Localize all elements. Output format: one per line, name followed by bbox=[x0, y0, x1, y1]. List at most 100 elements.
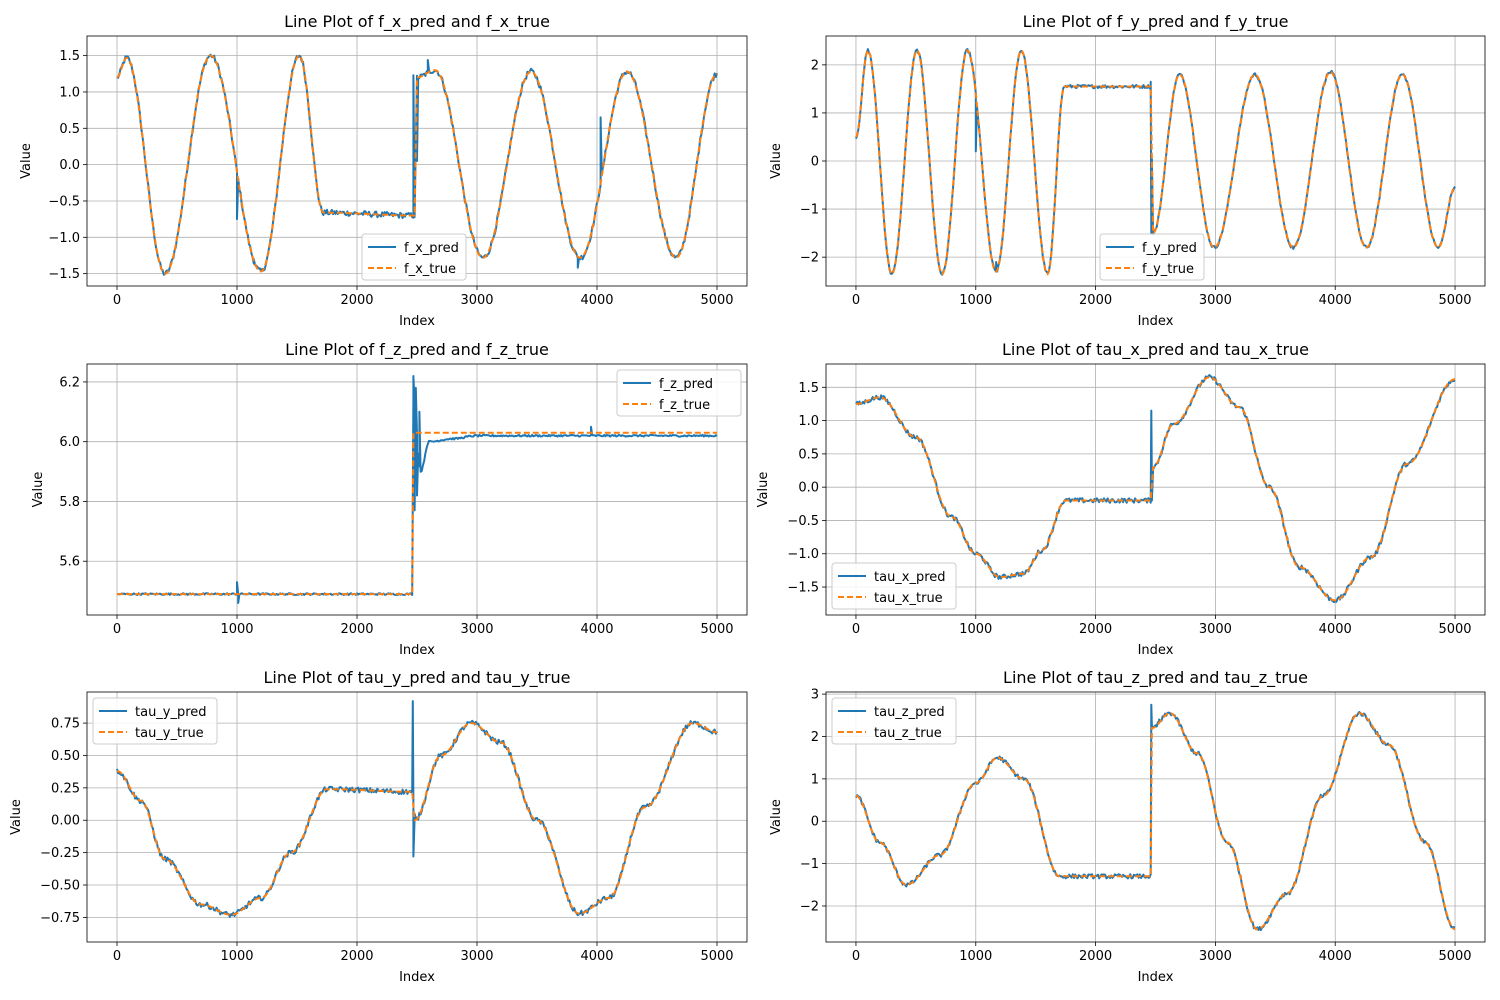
y-axis-label: Value bbox=[769, 143, 784, 179]
y-tick-label: 1.0 bbox=[59, 85, 80, 100]
x-axis-label: Index bbox=[399, 970, 435, 985]
y-axis-label: Value bbox=[9, 799, 24, 835]
y-axis-label: Value bbox=[19, 143, 34, 179]
x-axis-label: Index bbox=[1138, 970, 1174, 985]
x-tick-label: 0 bbox=[113, 293, 121, 308]
plot-area bbox=[855, 703, 1456, 932]
axes-frame bbox=[825, 691, 1486, 943]
y-tick-label: −0.75 bbox=[40, 911, 80, 926]
chart-panel-6: 0 1000 2000 3000 4000 5000 −2 −1 0 1 2 3 Line Plot o… bbox=[769, 668, 1486, 985]
y-tick-label: 6.2 bbox=[59, 375, 80, 390]
y-tick-label: 0.5 bbox=[59, 122, 80, 137]
y-axis-label: Value bbox=[769, 799, 784, 835]
y-tick-label: −1.0 bbox=[48, 231, 80, 246]
chart-title: Line Plot of tau_z_pred and tau_z_true bbox=[1003, 668, 1308, 688]
y-tick-label: 6.0 bbox=[59, 435, 80, 450]
y-tick-label: −2 bbox=[800, 251, 819, 266]
axes-frame bbox=[86, 363, 748, 616]
x-tick-label: 2000 bbox=[340, 293, 373, 308]
x-tick-label: 2000 bbox=[1079, 622, 1112, 637]
x-axis-label: Index bbox=[1138, 643, 1174, 658]
series-line-tau_z_true bbox=[855, 712, 1456, 931]
y-tick-label: 5.6 bbox=[59, 555, 80, 570]
y-tick-label: 2 bbox=[811, 730, 819, 745]
x-tick-label: 4000 bbox=[580, 293, 613, 308]
y-axis-label: Value bbox=[756, 472, 771, 508]
plot-area bbox=[855, 374, 1456, 604]
x-tick-label: 5000 bbox=[1438, 949, 1471, 964]
legend: tau_z_pred tau_z_true bbox=[831, 697, 957, 745]
x-tick-label: 0 bbox=[852, 293, 860, 308]
y-tick-label: −0.50 bbox=[40, 879, 80, 894]
x-tick-label: 1000 bbox=[220, 622, 253, 637]
legend-label-tau_z_true: tau_z_true bbox=[874, 726, 942, 741]
x-axis-label: Index bbox=[1138, 314, 1174, 329]
chart-panel-3: 0 1000 2000 3000 4000 5000 5.6 5.8 6.0 6.2 Line Pl… bbox=[31, 340, 748, 658]
axes-frame bbox=[825, 363, 1486, 616]
axes-frame bbox=[86, 35, 748, 287]
y-tick-label: 0.50 bbox=[51, 749, 80, 764]
y-tick-label: 2 bbox=[811, 58, 819, 73]
legend: tau_x_pred tau_x_true bbox=[831, 562, 957, 610]
x-tick-label: 1000 bbox=[220, 949, 253, 964]
x-tick-label: 4000 bbox=[1319, 949, 1352, 964]
y-tick-label: −0.5 bbox=[787, 514, 819, 529]
x-tick-label: 5000 bbox=[700, 622, 733, 637]
y-tick-label: −0.5 bbox=[48, 194, 80, 209]
legend-label-f_x_pred: f_x_pred bbox=[404, 241, 459, 256]
series-line-f_z_true bbox=[117, 431, 717, 596]
x-tick-label: 2000 bbox=[1079, 949, 1112, 964]
x-tick-label: 4000 bbox=[580, 622, 613, 637]
y-tick-label: 3 bbox=[811, 688, 819, 703]
x-tick-label: 4000 bbox=[1319, 293, 1352, 308]
axes-frame bbox=[86, 691, 748, 943]
legend: tau_y_pred tau_y_true bbox=[92, 697, 218, 745]
x-tick-label: 5000 bbox=[700, 293, 733, 308]
grid bbox=[87, 364, 747, 615]
legend-label-f_y_true: f_y_true bbox=[1142, 262, 1194, 277]
legend-label-tau_y_true: tau_y_true bbox=[135, 726, 204, 741]
y-tick-label: −1 bbox=[800, 857, 819, 872]
legend-label-f_z_pred: f_z_pred bbox=[659, 377, 713, 392]
y-tick-label: 0.25 bbox=[51, 781, 80, 796]
y-tick-label: 0.0 bbox=[798, 481, 819, 496]
y-tick-label: −1.5 bbox=[48, 267, 80, 282]
x-tick-label: 3000 bbox=[1199, 622, 1232, 637]
axes-frame bbox=[825, 35, 1486, 287]
legend: f_x_pred f_x_true bbox=[361, 233, 467, 281]
grid bbox=[87, 692, 747, 942]
x-tick-label: 2000 bbox=[340, 622, 373, 637]
y-tick-label: 1.5 bbox=[59, 49, 80, 64]
y-tick-label: 0 bbox=[811, 155, 819, 170]
y-tick-label: 0.5 bbox=[798, 447, 819, 462]
legend-label-tau_x_pred: tau_x_pred bbox=[874, 570, 946, 585]
x-tick-label: 0 bbox=[113, 622, 121, 637]
legend-label-tau_y_pred: tau_y_pred bbox=[135, 705, 207, 720]
x-tick-label: 0 bbox=[113, 949, 121, 964]
x-tick-label: 1000 bbox=[959, 622, 992, 637]
y-tick-label: 5.8 bbox=[59, 495, 80, 510]
series-line-f_x_true bbox=[116, 54, 718, 275]
y-tick-label: 1.0 bbox=[798, 414, 819, 429]
x-tick-label: 2000 bbox=[340, 949, 373, 964]
grid bbox=[826, 36, 1485, 286]
x-tick-label: 0 bbox=[852, 949, 860, 964]
y-tick-label: 0.75 bbox=[51, 717, 80, 732]
plot-area bbox=[116, 700, 718, 918]
x-tick-label: 4000 bbox=[580, 949, 613, 964]
x-tick-label: 3000 bbox=[460, 622, 493, 637]
x-tick-label: 2000 bbox=[1079, 293, 1112, 308]
x-tick-label: 3000 bbox=[460, 293, 493, 308]
x-tick-label: 1000 bbox=[959, 293, 992, 308]
chart-title: Line Plot of f_x_pred and f_x_true bbox=[284, 12, 550, 32]
y-tick-label: −2 bbox=[800, 899, 819, 914]
x-tick-label: 3000 bbox=[1199, 293, 1232, 308]
chart-title: Line Plot of tau_y_pred and tau_y_true bbox=[263, 668, 570, 688]
y-tick-label: 0 bbox=[811, 815, 819, 830]
chart-title: Line Plot of tau_x_pred and tau_x_true bbox=[1002, 340, 1309, 360]
series-line-tau_x_true bbox=[856, 376, 1456, 602]
chart-panel-4: 0 1000 2000 3000 4000 5000 −1.5 −1.0 −0.5 0.0 0.5 1… bbox=[756, 340, 1486, 658]
x-tick-label: 0 bbox=[852, 622, 860, 637]
legend-box bbox=[616, 369, 742, 417]
legend: f_z_pred f_z_true bbox=[616, 369, 742, 417]
